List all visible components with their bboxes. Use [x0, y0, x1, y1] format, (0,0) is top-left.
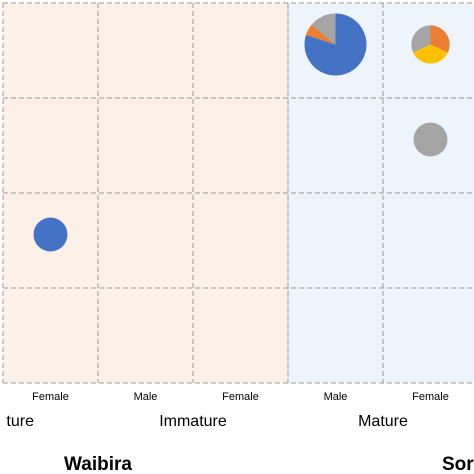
pie-slice	[413, 44, 448, 64]
pie-marker	[413, 122, 448, 157]
column-background	[3, 3, 98, 383]
pie-slice	[413, 122, 448, 157]
pie-slice	[430, 25, 450, 53]
column-label: Female	[222, 391, 259, 403]
site-label: Waibira	[64, 454, 132, 474]
column-label: Male	[134, 391, 158, 403]
pie-slice	[306, 24, 336, 45]
pie-slice	[33, 217, 68, 252]
column-background	[98, 3, 193, 383]
pie-markers	[33, 13, 450, 252]
pie-marker	[411, 25, 450, 64]
column-label: Female	[32, 391, 69, 403]
pie-slice	[311, 13, 336, 45]
pie-marker	[304, 13, 367, 76]
group-label: Immature	[159, 413, 227, 430]
column-label: Female	[412, 391, 449, 403]
pie-marker	[33, 217, 68, 252]
group-label: Mature	[358, 413, 408, 430]
column-background	[193, 3, 288, 383]
grid-lines	[2, 2, 474, 384]
column-label: Male	[324, 391, 348, 403]
pie-slice	[411, 25, 431, 53]
axis-labels: Female Male Female Male Female ture Immature Ma…	[6, 391, 474, 474]
site-label: Sor	[442, 454, 474, 474]
group-label: ture	[6, 413, 34, 430]
